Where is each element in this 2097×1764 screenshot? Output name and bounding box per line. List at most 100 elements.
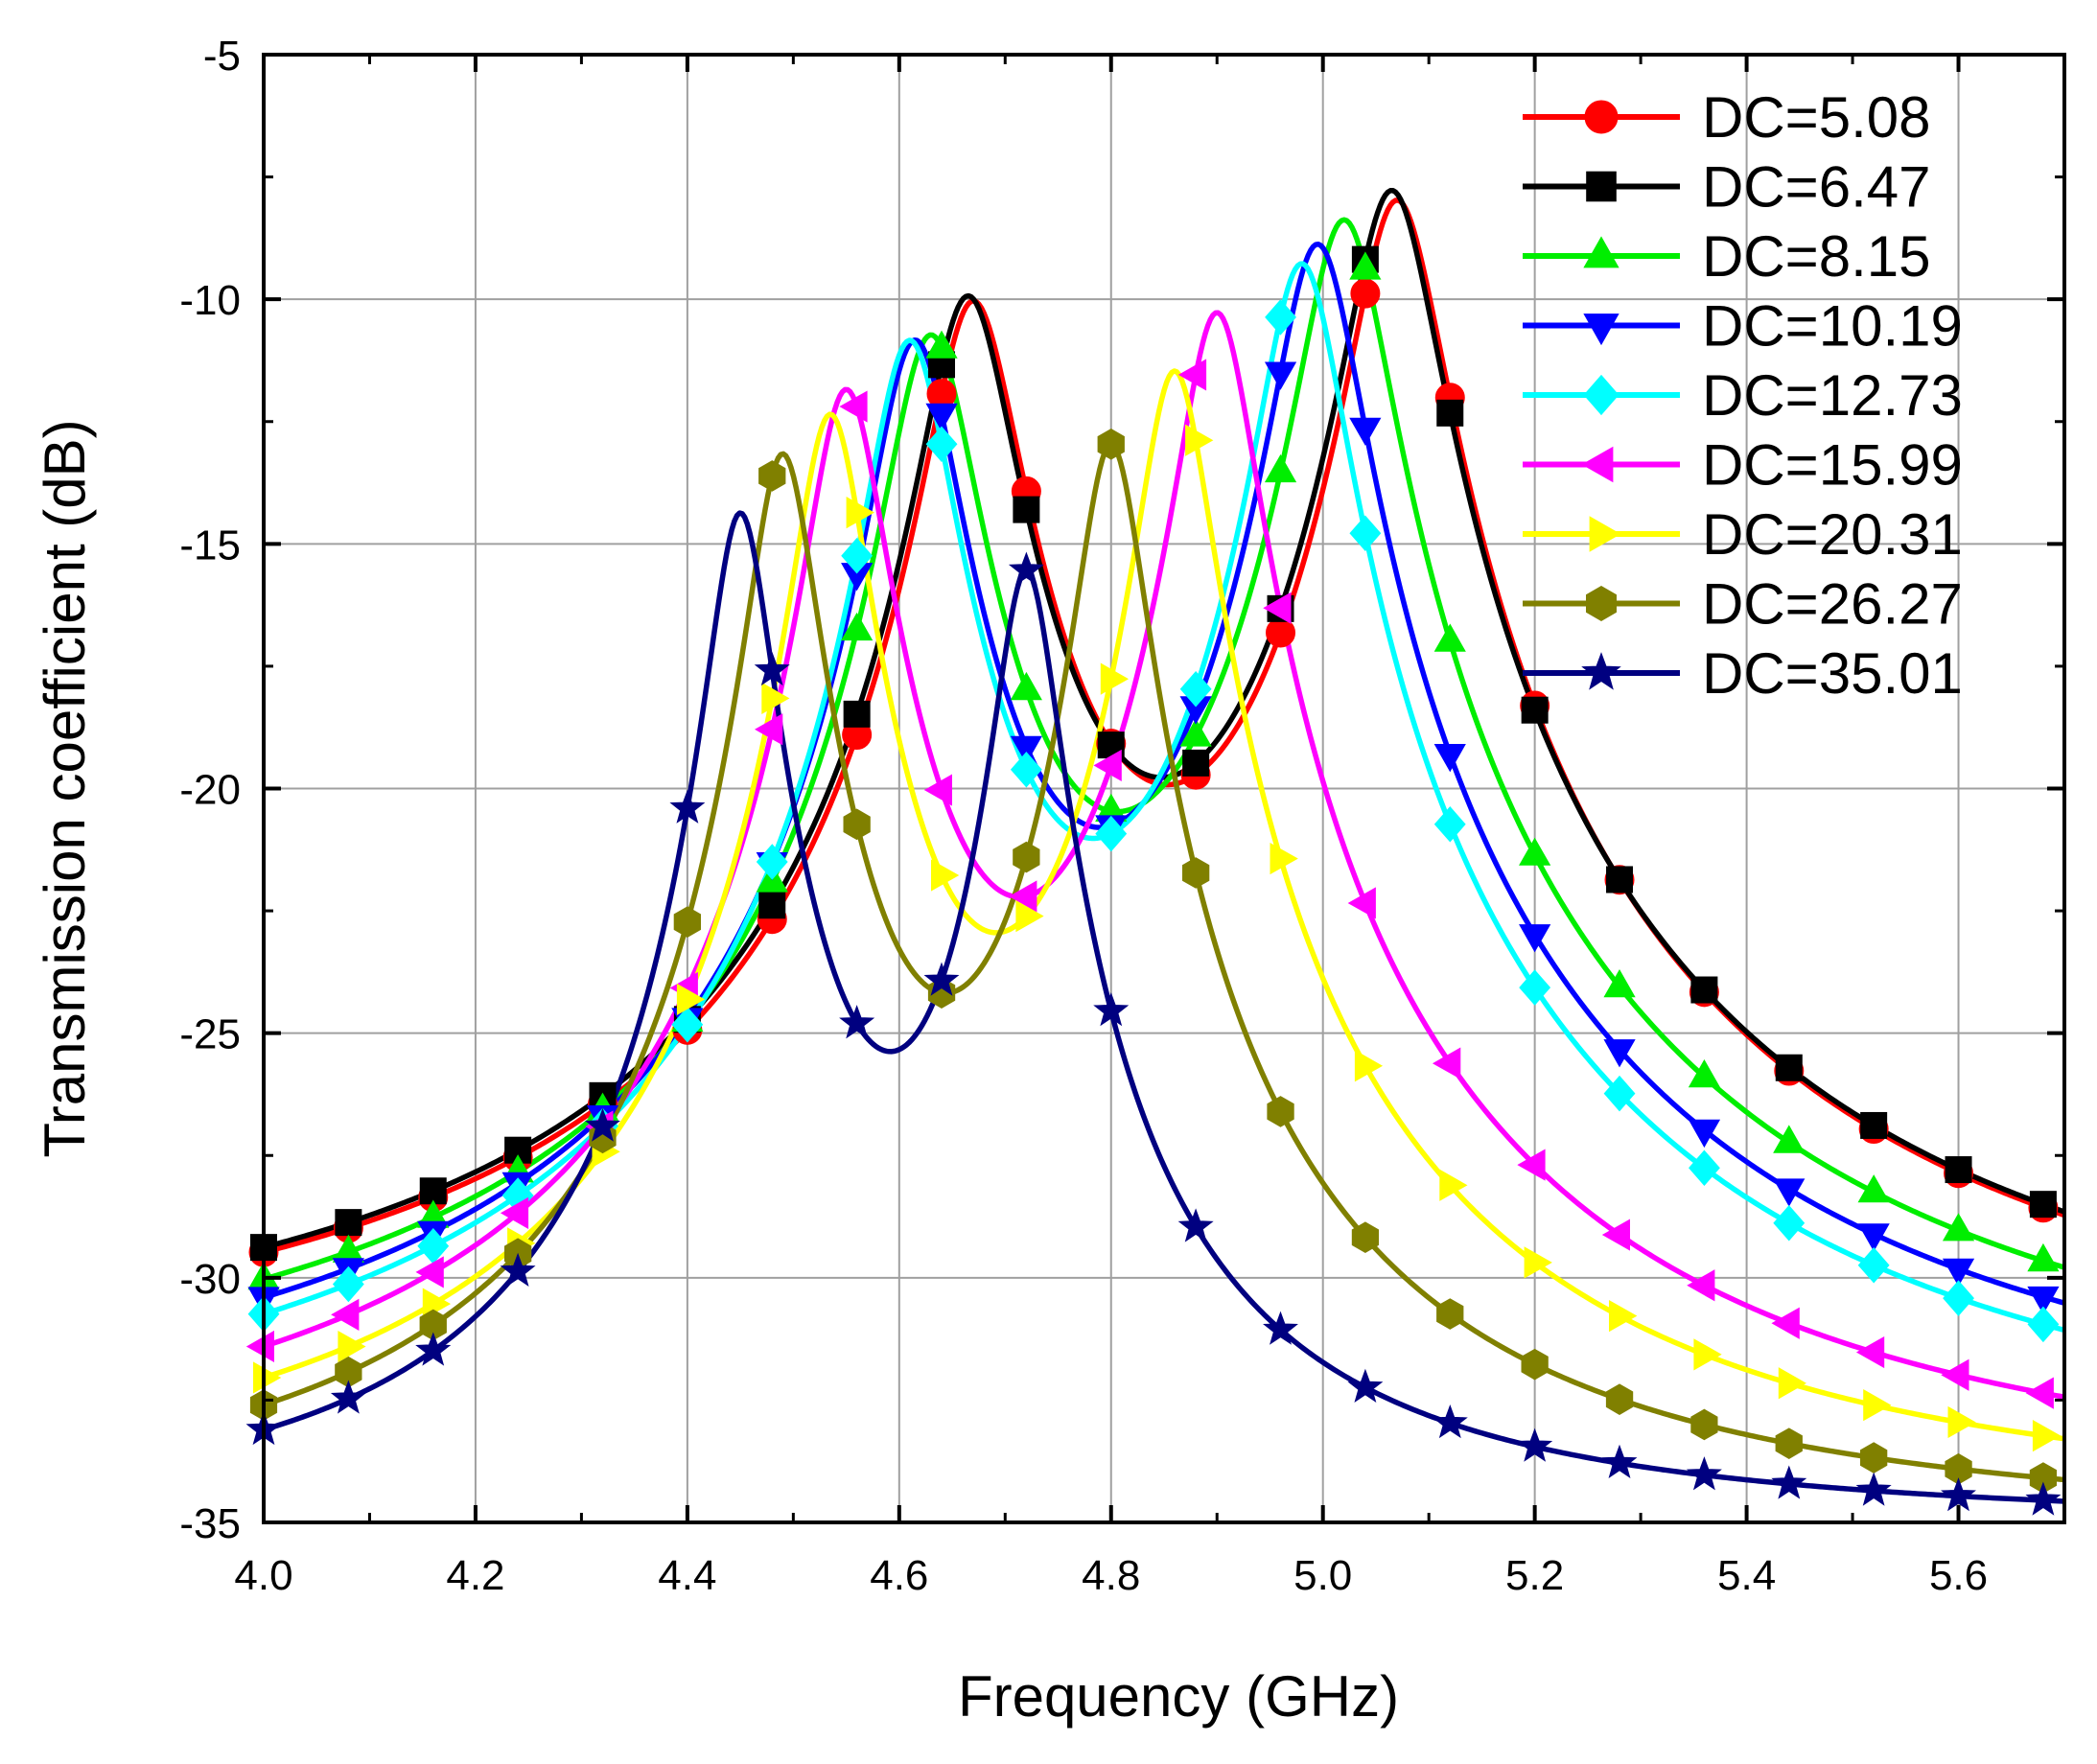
data-point-marker (1687, 1269, 1715, 1302)
axes: 4.0 4.2 4.4 4.6 4.8 5.0 5.2 5.4 5.6 -5 -10 -15 -20 -2… (33, 33, 2066, 1729)
legend-label: DC=26.27 (1702, 572, 1963, 637)
data-point-marker (2025, 1377, 2054, 1409)
data-point-marker (335, 1209, 362, 1237)
data-point-marker (931, 859, 960, 892)
data-point-marker (1609, 1300, 1638, 1333)
data-point-marker (1185, 424, 1214, 456)
data-point-marker (1267, 1096, 1294, 1127)
data-point-marker (756, 844, 788, 880)
legend-marker (1586, 171, 1617, 202)
data-point-marker (1860, 1111, 1888, 1139)
data-point-marker (1603, 968, 1636, 998)
legend-item-6: DC=15.99 (1523, 433, 1963, 498)
series-markers (245, 245, 2062, 1516)
x-tick-label: 4.2 (446, 1552, 504, 1599)
legend-item-4: DC=10.19 (1523, 294, 1963, 359)
data-point-marker (1010, 735, 1042, 764)
data-point-marker (1605, 1383, 1634, 1415)
data-point-marker (2032, 1420, 2062, 1452)
data-point-marker (839, 390, 868, 423)
data-point-marker (1606, 866, 1634, 894)
data-point-marker (1689, 1149, 1720, 1187)
series-line-3 (264, 217, 2064, 1282)
data-point-marker (1688, 1058, 1721, 1088)
legend-marker (1584, 100, 1619, 134)
y-tick-label: -10 (179, 277, 241, 324)
data-point-marker (500, 1252, 536, 1287)
data-point-marker (1857, 1246, 1890, 1284)
series-line-8 (264, 441, 2064, 1483)
legend-item-5: DC=12.73 (1523, 363, 1963, 428)
data-point-marker (330, 1380, 366, 1414)
legend-marker (1586, 586, 1617, 621)
data-point-marker (1182, 749, 1210, 777)
legend-marker (1581, 446, 1614, 483)
data-point-marker (1517, 1427, 1553, 1462)
data-point-marker (1433, 744, 1466, 773)
legend-item-2: DC=6.47 (1523, 155, 1930, 220)
data-point-marker (1351, 1221, 1379, 1253)
data-point-marker (419, 1177, 447, 1205)
legend-label: DC=5.08 (1702, 85, 1930, 150)
x-tick-label: 4.8 (1082, 1552, 1140, 1599)
data-point-marker (1863, 1389, 1892, 1422)
series-line-6 (264, 310, 2064, 1400)
legend-label: DC=12.73 (1702, 363, 1963, 428)
data-point-marker (1857, 1174, 1890, 1203)
data-point-marker (415, 1332, 452, 1366)
data-point-marker (761, 682, 790, 714)
x-tick-label: 4.4 (658, 1552, 716, 1599)
data-point-marker (1773, 1205, 1806, 1242)
data-point-marker (1778, 1367, 1807, 1400)
legend-label: DC=10.19 (1702, 294, 1963, 359)
data-point-marker (676, 983, 706, 1016)
data-point-marker (1439, 1169, 1468, 1201)
data-point-marker (1855, 1335, 1885, 1369)
data-point-marker (846, 497, 874, 529)
data-point-marker (1093, 749, 1122, 782)
data-point-marker (1182, 857, 1210, 889)
data-point-marker (2027, 1286, 2060, 1315)
legend-item-7: DC=20.31 (1523, 502, 1963, 567)
data-point-marker (1433, 806, 1466, 843)
data-point-marker (1688, 1119, 1721, 1149)
x-tick-label: 5.0 (1293, 1552, 1352, 1599)
data-point-marker (1350, 278, 1381, 309)
data-point-marker (1773, 1125, 1806, 1153)
data-point-marker (1432, 1404, 1468, 1439)
legend-item-1: DC=5.08 (1523, 85, 1930, 150)
data-point-marker (1436, 1298, 1464, 1330)
data-point-marker (1942, 1258, 1975, 1288)
data-point-marker (1771, 1307, 1800, 1339)
data-point-marker (338, 1330, 366, 1363)
data-point-marker (1433, 623, 1466, 652)
data-point-marker (1010, 671, 1042, 701)
data-point-marker (1686, 1456, 1722, 1491)
data-point-marker (1432, 1047, 1461, 1079)
data-point-marker (1942, 1213, 1975, 1242)
data-point-marker (585, 1107, 620, 1142)
data-point-marker (1773, 1178, 1806, 1207)
y-axis-title: Transmission coefficient (dB) (33, 419, 97, 1157)
data-point-marker (1013, 496, 1040, 523)
legend-marker (1581, 652, 1621, 690)
data-point-marker (1347, 887, 1376, 919)
legend-label: DC=8.15 (1702, 224, 1930, 289)
data-point-marker (1519, 837, 1551, 866)
y-tick-label: -20 (179, 767, 241, 814)
data-point-marker (1010, 752, 1042, 788)
data-point-marker (1349, 417, 1382, 446)
series-line-5 (264, 261, 2064, 1334)
data-point-marker (1264, 361, 1297, 390)
data-point-marker (1521, 696, 1549, 724)
data-point-marker (843, 700, 871, 728)
x-tick-label: 4.6 (870, 1552, 928, 1599)
series-line-9 (264, 510, 2064, 1504)
x-tick-label: 4.0 (234, 1552, 292, 1599)
data-point-marker (1517, 1149, 1546, 1181)
legend-marker (1589, 516, 1621, 552)
data-point-marker (839, 1005, 875, 1039)
data-point-marker (1519, 924, 1551, 953)
data-point-marker (1013, 841, 1040, 873)
